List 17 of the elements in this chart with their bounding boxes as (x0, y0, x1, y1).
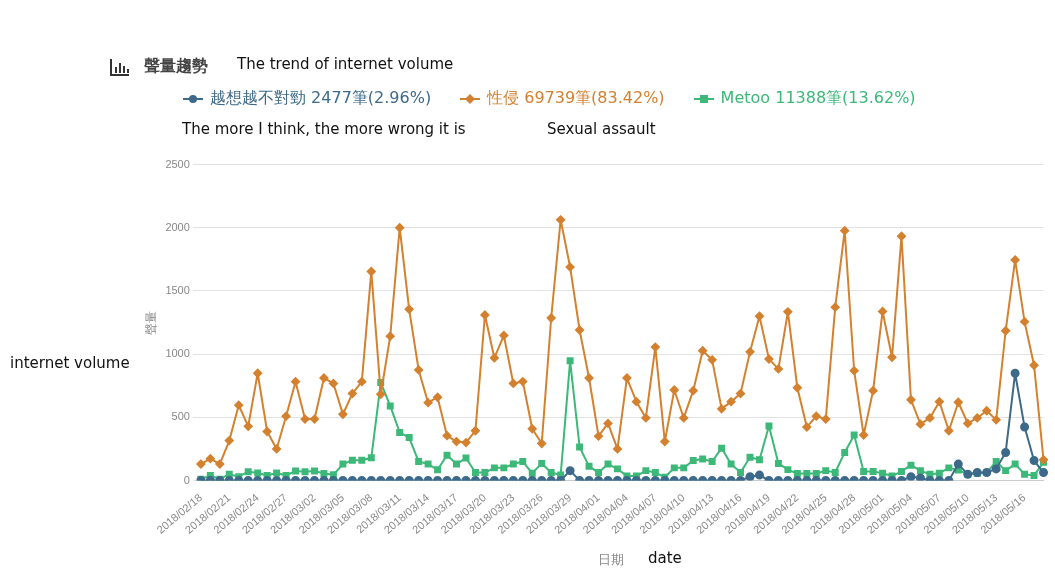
legend-label: 越想越不對勁 2477筆(2.96%) (210, 88, 432, 109)
y-axis-title: 聲量 (143, 310, 158, 335)
legend-label: 性侵 69739筆(83.42%) (487, 88, 665, 109)
legend-label: Metoo 11388筆(13.62%) (720, 88, 916, 109)
y-tick-label: 500 (171, 410, 190, 423)
x-axis-title: 日期 (598, 551, 624, 569)
y-tick-label: 1000 (165, 347, 190, 360)
y-tick-label: 2500 (165, 157, 190, 170)
y-tick-label: 0 (183, 473, 190, 486)
text: The more I think, the more wrong it is (182, 120, 466, 138)
y-tick-label: 1500 (165, 283, 190, 296)
y-tick-label: 2000 (165, 220, 190, 233)
text: internet volume (10, 354, 130, 372)
text: Sexual assault (547, 120, 656, 138)
text: The trend of internet volume (237, 55, 454, 73)
chart-title: 聲量趨勢 (144, 56, 208, 77)
text: date (648, 549, 682, 567)
